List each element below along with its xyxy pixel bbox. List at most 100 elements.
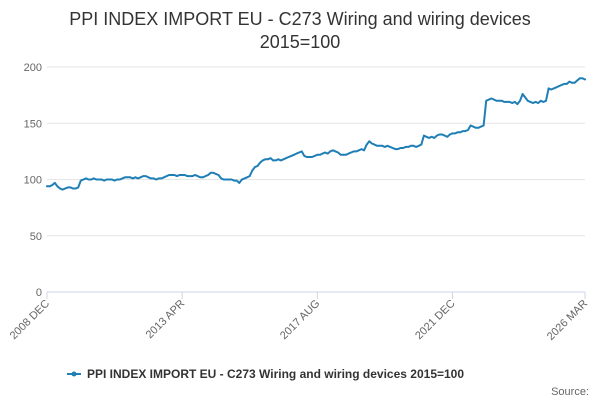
- data-point: [199, 176, 202, 179]
- data-point: [280, 159, 282, 162]
- data-point: [178, 174, 181, 176]
- data-point: [186, 175, 189, 178]
- data-point: [329, 150, 332, 153]
- data-point: [277, 158, 280, 161]
- data-point: [209, 171, 212, 174]
- data-point: [124, 176, 126, 179]
- y-axis-tick-labels: 0 50 100 150 200: [24, 62, 42, 299]
- data-point: [371, 142, 373, 145]
- data-point: [87, 178, 90, 181]
- data-point: [430, 135, 433, 138]
- data-point: [394, 148, 397, 151]
- data-point: [46, 185, 48, 188]
- data-point: [66, 186, 69, 189]
- data-point: [355, 150, 358, 153]
- data-point: [495, 99, 498, 102]
- data-point: [82, 178, 85, 181]
- data-point: [360, 148, 363, 151]
- data-point: [298, 151, 300, 154]
- data-point: [508, 101, 511, 103]
- data-point: [326, 152, 329, 155]
- data-point: [212, 171, 215, 174]
- data-point: [454, 132, 456, 135]
- data-point: [230, 178, 233, 181]
- data-point: [176, 175, 178, 178]
- data-point: [116, 178, 119, 181]
- data-point: [436, 134, 438, 137]
- data-point: [537, 102, 540, 104]
- data-point: [222, 178, 225, 181]
- data-point: [173, 174, 176, 176]
- data-point: [565, 83, 568, 85]
- data-point: [79, 179, 82, 182]
- data-point: [485, 99, 488, 102]
- data-point: [339, 153, 342, 156]
- data-point: [215, 173, 217, 175]
- data-point: [319, 153, 321, 156]
- data-point: [539, 99, 542, 102]
- data-point: [399, 147, 402, 149]
- data-point: [64, 187, 67, 190]
- data-point: [407, 146, 410, 148]
- data-point: [111, 178, 113, 181]
- data-point: [202, 176, 204, 179]
- data-point: [189, 175, 191, 178]
- data-point: [152, 177, 155, 180]
- data-point: [105, 178, 108, 181]
- data-point: [560, 84, 563, 86]
- data-point: [428, 137, 430, 139]
- data-point: [183, 174, 186, 176]
- data-point: [511, 102, 514, 104]
- data-point: [137, 177, 139, 180]
- data-point: [165, 175, 168, 178]
- data-point: [256, 165, 259, 167]
- data-point: [443, 134, 446, 137]
- x-tick-label-2013-apr: 2013 APR: [144, 298, 188, 342]
- data-point: [524, 96, 527, 99]
- legend[interactable]: PPI INDEX IMPORT EU - C273 Wiring and wi…: [67, 367, 464, 381]
- data-point: [220, 177, 223, 180]
- data-point: [459, 131, 462, 134]
- data-point: [147, 176, 150, 179]
- data-point: [558, 85, 560, 87]
- data-point: [207, 174, 210, 176]
- series-line: [46, 77, 586, 191]
- data-point: [272, 159, 274, 162]
- data-point: [381, 144, 384, 147]
- data-point: [139, 176, 142, 179]
- data-point: [103, 179, 106, 182]
- data-point: [417, 144, 420, 147]
- data-point: [446, 135, 449, 138]
- data-point: [397, 148, 399, 151]
- data-point: [113, 179, 116, 182]
- data-point: [295, 152, 298, 155]
- data-point: [423, 134, 425, 137]
- data-point: [415, 146, 417, 148]
- data-point: [534, 101, 537, 103]
- data-point: [311, 156, 313, 158]
- data-point: [352, 150, 355, 153]
- y-tick-label-0: 0: [36, 287, 42, 299]
- x-tick-label-2021-dec: 2021 DEC: [413, 298, 457, 342]
- data-point: [267, 158, 269, 161]
- y-tick-label-50: 50: [30, 231, 42, 243]
- data-point: [142, 175, 145, 178]
- data-point: [472, 125, 475, 128]
- data-point: [584, 78, 586, 81]
- data-point: [181, 174, 184, 176]
- data-point: [519, 99, 521, 102]
- data-point: [85, 177, 87, 180]
- data-point: [308, 156, 311, 158]
- data-point: [389, 146, 391, 148]
- data-point: [241, 178, 243, 181]
- data-point: [449, 133, 451, 136]
- y-tick-label-100: 100: [24, 175, 42, 187]
- data-point: [108, 178, 111, 181]
- data-point: [264, 158, 267, 161]
- data-point: [350, 151, 352, 154]
- data-point: [235, 179, 238, 182]
- data-point: [160, 177, 163, 180]
- data-point: [300, 150, 303, 153]
- data-point: [194, 174, 197, 176]
- data-point: [363, 149, 365, 152]
